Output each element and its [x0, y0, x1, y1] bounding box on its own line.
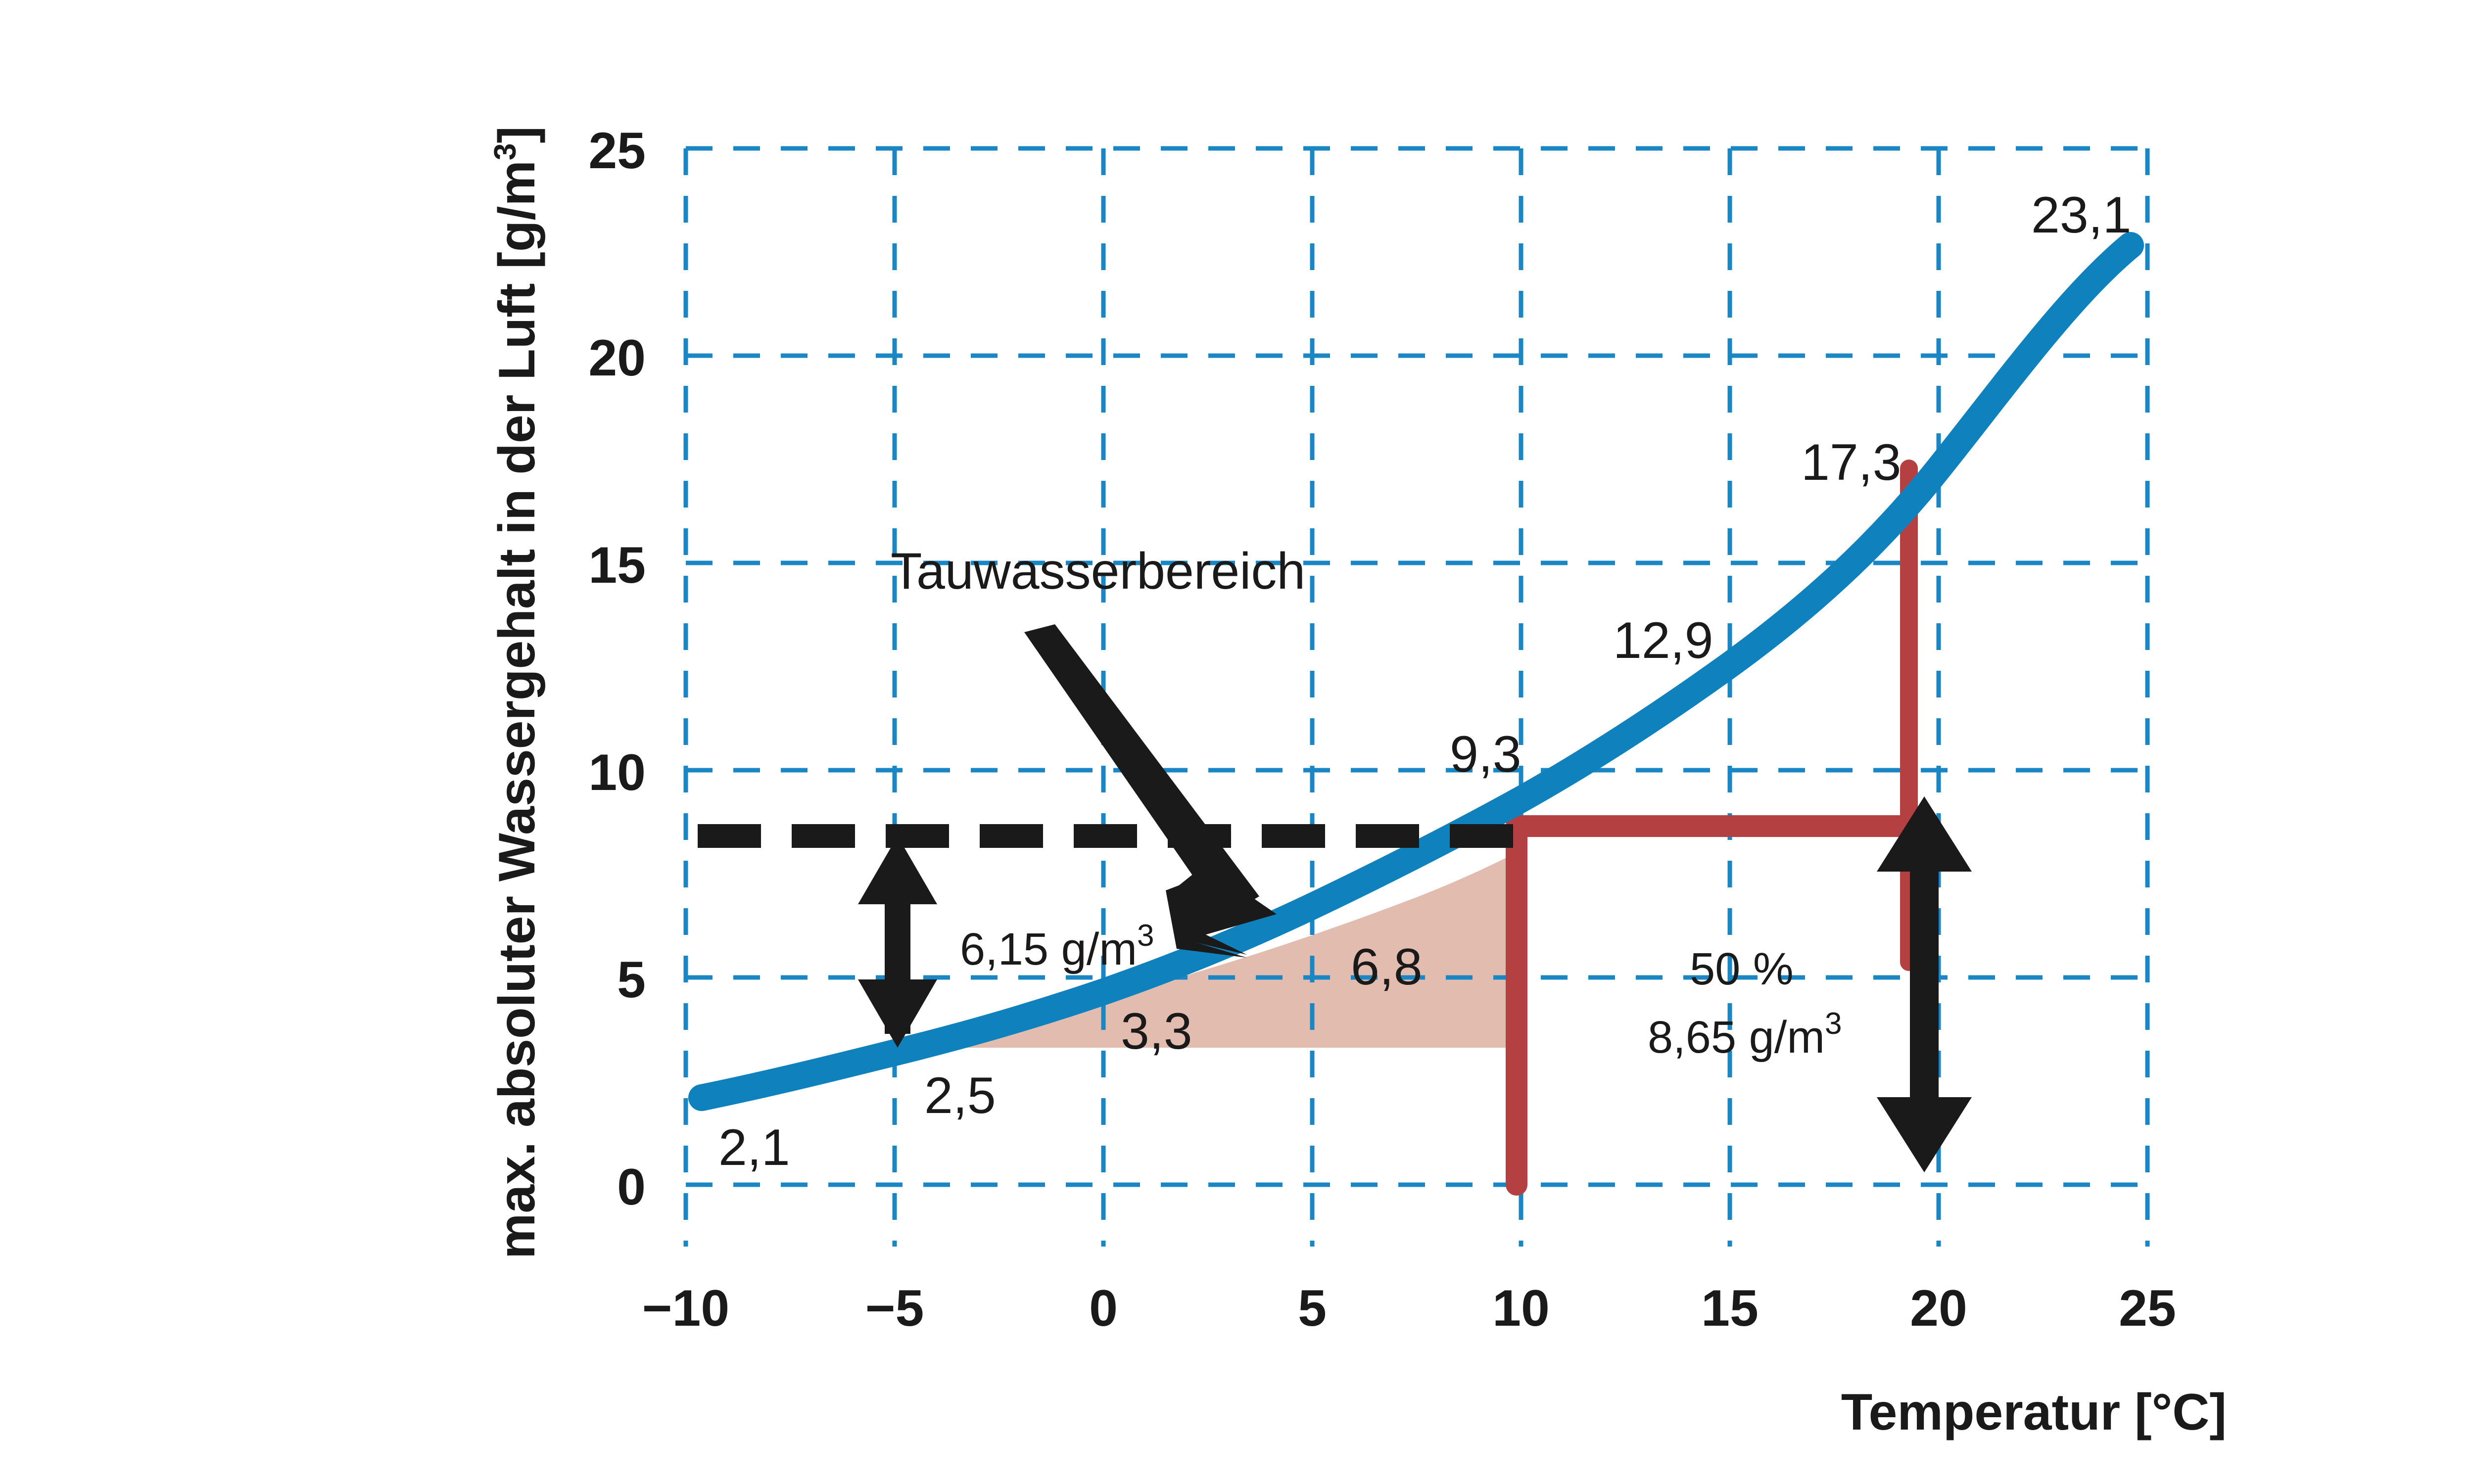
ytick-label-20: 20	[588, 329, 646, 387]
y-axis-title: max. absoluter Wassergehalt in der Luft …	[488, 126, 546, 1259]
xtick-label-15: 15	[1701, 1280, 1759, 1337]
y-axis-title-superscript: 3	[488, 143, 523, 160]
xtick-label-20: 20	[1910, 1280, 1967, 1337]
right-content-value: 8,65 g/m	[1648, 1012, 1825, 1063]
tauwasserbereich-arrow	[1024, 624, 1277, 958]
xtick-label-5: 5	[1298, 1280, 1327, 1337]
right-content-label: 8,65 g/m3	[1648, 1007, 1842, 1063]
point-label-2-5: 2,5	[924, 1067, 996, 1124]
right-content-superscript: 3	[1825, 1007, 1842, 1041]
right-percent-label: 50 %	[1690, 944, 1794, 994]
right-double-arrow	[1877, 796, 1972, 1172]
ytick-label-10: 10	[588, 744, 646, 801]
region-label-3-3: 3,3	[1121, 1003, 1192, 1060]
xtick-label-minus10: −10	[642, 1280, 729, 1337]
ytick-label-5: 5	[617, 951, 646, 1009]
point-label-12-9: 12,9	[1613, 612, 1713, 669]
x-axis-title: Temperatur [°C]	[1841, 1384, 2227, 1441]
tauwasser-shaded-region	[914, 847, 1526, 1048]
xtick-label-0: 0	[1089, 1280, 1118, 1337]
left-double-arrow	[858, 836, 937, 1048]
point-label-23-1: 23,1	[2031, 186, 2131, 244]
point-label-17-3: 17,3	[1801, 434, 1901, 491]
point-label-2-1: 2,1	[718, 1119, 790, 1176]
left-delta-label: 6,15 g/m3	[960, 919, 1154, 974]
y-axis-title-bracket: ]	[488, 126, 546, 143]
ytick-label-0: 0	[617, 1159, 646, 1216]
left-delta-superscript: 3	[1137, 919, 1154, 953]
ytick-label-25: 25	[588, 122, 646, 180]
ytick-label-15: 15	[588, 537, 646, 594]
xtick-label-minus5: −5	[865, 1280, 924, 1337]
left-delta-value: 6,15 g/m	[960, 924, 1137, 974]
y-axis-title-text: max. absoluter Wassergehalt in der Luft …	[488, 160, 546, 1259]
xtick-label-10: 10	[1492, 1280, 1550, 1337]
region-label-6-8: 6,8	[1351, 938, 1423, 996]
xtick-label-25: 25	[2119, 1280, 2176, 1337]
point-label-9-3: 9,3	[1450, 726, 1522, 783]
tauwasserbereich-label: Tauwasserbereich	[891, 543, 1305, 600]
